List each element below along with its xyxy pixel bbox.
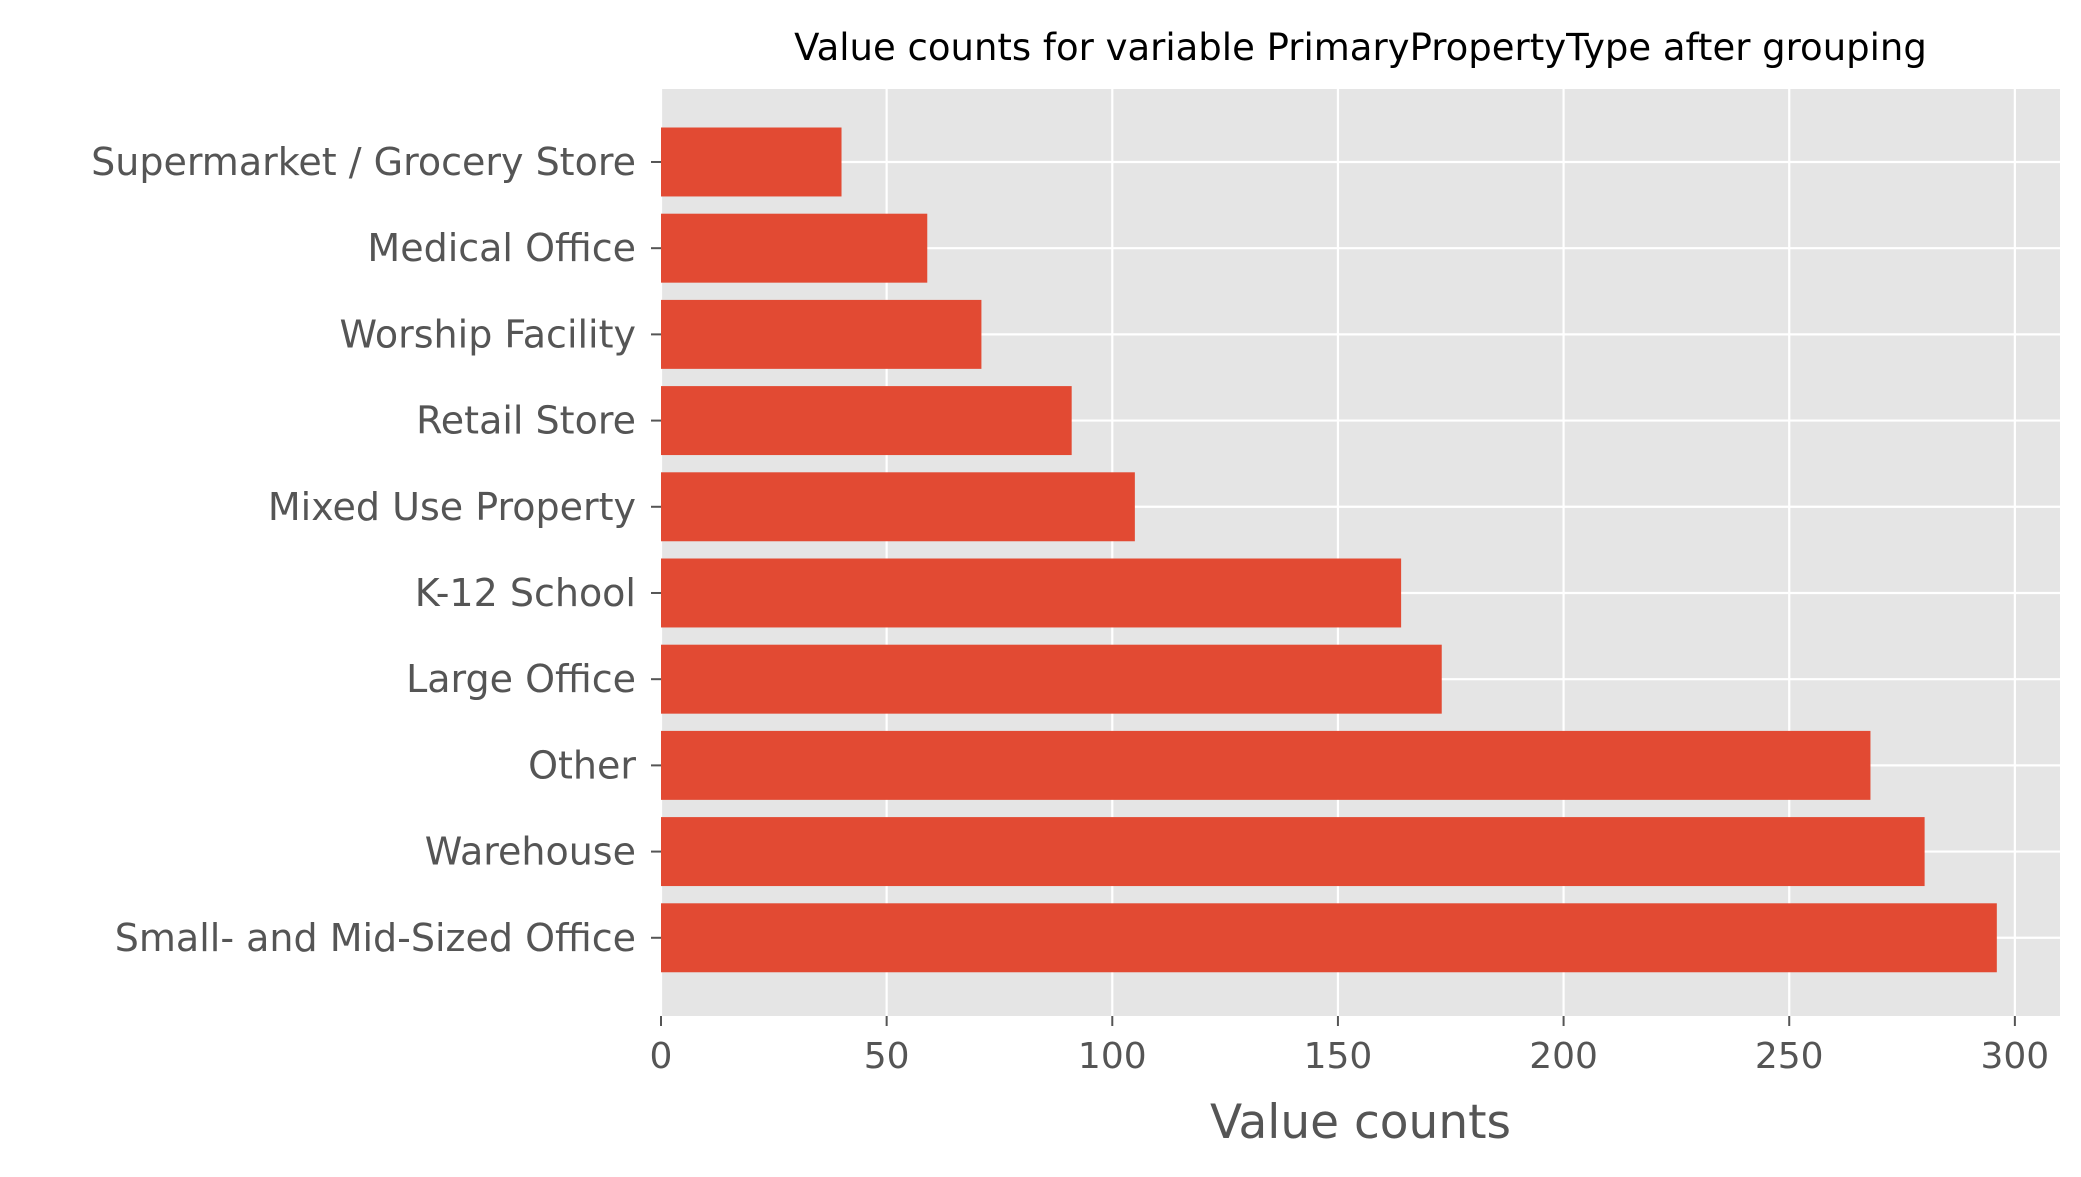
bar [661, 644, 1442, 714]
y-tick-label: Warehouse [425, 830, 636, 874]
bars [661, 127, 1997, 973]
bar [661, 558, 1402, 628]
y-tick-label: Worship Facility [340, 312, 636, 356]
y-tick-label: Retail Store [416, 399, 636, 443]
y-tick-label: Large Office [406, 657, 636, 701]
bar [661, 730, 1871, 800]
y-axis-ticks: Small- and Mid-Sized Office Warehouse Othe… [91, 140, 661, 960]
x-tick-label: 150 [1304, 1036, 1373, 1077]
bar [661, 127, 842, 197]
bar [661, 903, 1997, 973]
y-tick-label: Medical Office [367, 226, 636, 270]
x-tick-label: 200 [1529, 1036, 1598, 1077]
x-tick-label: 0 [650, 1036, 673, 1077]
y-tick-label: Small- and Mid-Sized Office [115, 916, 636, 960]
bar [661, 817, 1925, 887]
x-tick-label: 250 [1755, 1036, 1824, 1077]
x-tick-label: 100 [1078, 1036, 1147, 1077]
bar [661, 213, 928, 283]
x-axis-ticks: 0 50 100 150 200 250 300 [650, 1016, 2050, 1077]
bar [661, 386, 1072, 456]
x-axis-title: Value counts [1210, 1095, 1511, 1150]
y-tick-label: Mixed Use Property [268, 485, 636, 529]
y-tick-label: K-12 School [415, 571, 636, 615]
y-tick-label: Other [528, 743, 636, 787]
x-tick-label: 50 [864, 1036, 910, 1077]
bar [661, 472, 1135, 542]
chart-title: Value counts for variable PrimaryPropert… [794, 26, 1927, 69]
x-tick-label: 300 [1981, 1036, 2050, 1077]
y-tick-label: Supermarket / Grocery Store [91, 140, 636, 184]
bar [661, 299, 982, 369]
